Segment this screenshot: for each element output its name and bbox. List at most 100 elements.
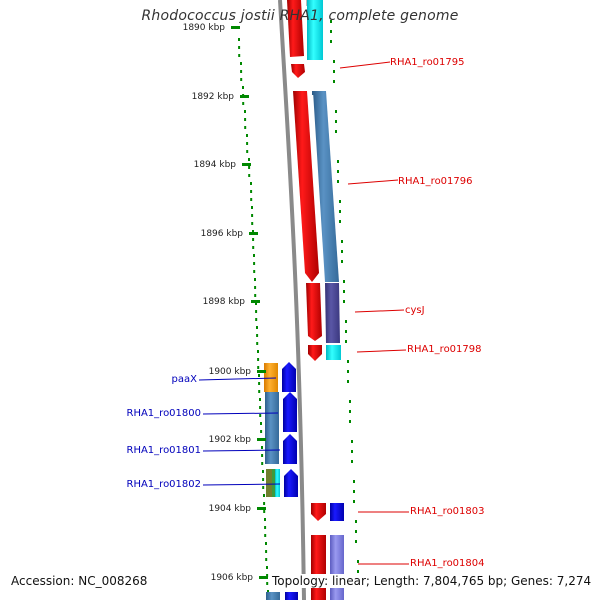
axis-dot	[244, 118, 247, 121]
tick-label: 1902 kbp	[209, 435, 252, 445]
axis-dot	[345, 330, 347, 333]
axis-dot	[246, 142, 249, 145]
axis-dot	[347, 380, 349, 383]
axis-dot	[251, 222, 254, 225]
axis-dot	[261, 446, 263, 449]
axis-dot	[339, 200, 341, 203]
gene-label[interactable]: RHA1_ro01795	[390, 57, 465, 68]
axis-dot	[264, 526, 267, 529]
gene-ro01803-blue	[330, 503, 344, 521]
axis-dot	[257, 358, 260, 361]
axis-dot	[330, 30, 332, 33]
gene-label-leader-line	[356, 349, 407, 353]
gene-ro01798-red	[308, 345, 322, 361]
gene-ro01802-green	[272, 469, 275, 497]
axis-dot	[246, 134, 248, 137]
axis-dot	[254, 286, 257, 289]
axis-dot	[256, 334, 259, 337]
axis-dot	[252, 238, 255, 241]
axis-dot	[259, 398, 261, 401]
tick-label: 1894 kbp	[194, 160, 237, 170]
tick-mark	[257, 370, 266, 373]
gene-label[interactable]: RHA1_ro01804	[410, 558, 485, 569]
axis-dot	[351, 440, 353, 443]
gene-label[interactable]: RHA1_ro01800	[127, 408, 202, 419]
tick-mark	[240, 95, 249, 98]
gene-label-leader-line	[198, 377, 277, 381]
axis-dot	[341, 250, 343, 253]
axis-dot	[255, 310, 258, 313]
gene-label[interactable]: RHA1_ro01798	[407, 344, 482, 355]
axis-dot	[355, 540, 357, 543]
axis-dot	[238, 38, 240, 41]
axis-dot	[330, 40, 332, 43]
genome-title: Rhodococcus jostii RHA1, complete genome	[141, 8, 459, 24]
axis-dot	[355, 530, 357, 533]
gene-ro01800-blue	[283, 392, 297, 432]
axis-dot	[248, 166, 251, 169]
axis-dot	[335, 120, 337, 123]
gene-ro01800-steelblue	[265, 392, 279, 464]
axis-dot	[248, 174, 251, 177]
gene-label[interactable]: RHA1_ro01803	[410, 506, 485, 517]
forward-strand-genes	[287, 0, 344, 600]
axis-dot	[357, 560, 359, 563]
accession-text: Accession: NC_008268	[9, 574, 150, 588]
axis-dot	[333, 60, 335, 63]
axis-dot	[337, 170, 339, 173]
tick-mark	[251, 300, 260, 303]
axis-dot	[265, 542, 267, 545]
axis-dot	[258, 390, 261, 393]
gene-label[interactable]: cysJ	[405, 305, 425, 316]
axis-dot	[335, 110, 337, 113]
tick-label: 1900 kbp	[209, 367, 252, 377]
axis-dot	[252, 246, 255, 249]
axis-dot	[260, 422, 262, 425]
axis-dot	[254, 294, 257, 297]
tick-mark	[249, 232, 258, 235]
axis-dot	[256, 342, 259, 345]
gene-ro01801-blue	[283, 434, 297, 464]
reverse-strand-genes	[264, 362, 298, 600]
axis-dot	[345, 320, 347, 323]
tick-label: 1896 kbp	[201, 229, 244, 239]
axis-dot	[353, 500, 355, 503]
gene-label-leader-line	[202, 483, 281, 486]
axis-dot	[244, 110, 246, 113]
gene-label[interactable]: RHA1_ro01801	[127, 445, 202, 456]
gene-label[interactable]: paaX	[172, 374, 198, 385]
axis-dot	[341, 260, 343, 263]
gene-label-leader-line	[354, 309, 405, 313]
gene-label[interactable]: RHA1_ro01802	[127, 479, 202, 490]
axis-dot	[258, 374, 260, 377]
axis-dot	[255, 318, 258, 321]
gene-ro01804-lavender	[330, 535, 344, 600]
axis-dot	[260, 430, 263, 433]
axis-dot	[343, 300, 345, 303]
tick-label: 1904 kbp	[209, 504, 252, 514]
axis-dot	[238, 46, 241, 49]
gene-paaX-orange	[264, 363, 278, 392]
axis-dot	[355, 520, 357, 523]
tick-mark	[257, 507, 266, 510]
genome-backbone-line	[278, 0, 306, 600]
gene-ro01802-blue	[284, 469, 298, 497]
tick-label: 1906 kbp	[211, 573, 254, 583]
axis-dot	[347, 360, 349, 363]
gene-label-leader-line	[339, 61, 391, 69]
gene-ro01796-steelblue-body	[313, 91, 339, 282]
axis-dot	[262, 478, 265, 481]
gene-label-leader-line	[347, 179, 399, 185]
axis-dot	[353, 480, 355, 483]
axis-dot	[343, 290, 345, 293]
axis-dot	[333, 80, 335, 83]
axis-dot	[349, 400, 351, 403]
tick-label: 1890 kbp	[183, 23, 226, 33]
axis-dot	[251, 206, 253, 209]
axis-dot	[341, 240, 343, 243]
axis-dot	[347, 370, 349, 373]
gene-label[interactable]: RHA1_ro01796	[398, 176, 473, 187]
axis-dot	[335, 130, 337, 133]
axis-dot	[244, 126, 247, 129]
